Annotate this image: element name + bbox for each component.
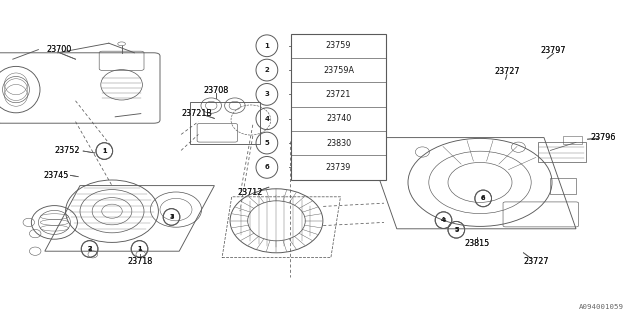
Text: 1: 1 — [102, 148, 106, 154]
Text: 2: 2 — [87, 246, 92, 252]
Text: 1: 1 — [264, 43, 269, 49]
Text: 3: 3 — [169, 214, 174, 220]
Text: 5: 5 — [454, 227, 459, 233]
Text: 23797: 23797 — [541, 46, 566, 55]
Text: 23727: 23727 — [494, 68, 520, 76]
Text: 23708: 23708 — [204, 86, 229, 95]
Text: 23745: 23745 — [44, 171, 69, 180]
Text: 23712: 23712 — [237, 188, 262, 197]
Text: 23797: 23797 — [541, 46, 566, 55]
Text: 23700: 23700 — [46, 45, 72, 54]
Text: 3: 3 — [264, 92, 269, 97]
Text: 23759: 23759 — [326, 41, 351, 50]
Text: 23721B: 23721B — [182, 109, 212, 118]
Text: 23815: 23815 — [464, 239, 490, 248]
Text: 23739: 23739 — [326, 163, 351, 172]
Text: 23727: 23727 — [494, 68, 520, 76]
Text: 23727: 23727 — [524, 257, 549, 266]
Text: 2: 2 — [87, 246, 92, 252]
FancyBboxPatch shape — [291, 34, 386, 180]
Text: 23745: 23745 — [44, 171, 69, 180]
Text: 1: 1 — [138, 246, 141, 252]
Text: 23721B: 23721B — [182, 109, 212, 118]
Text: 4: 4 — [264, 116, 269, 122]
Text: 5: 5 — [454, 227, 458, 232]
Text: 23740: 23740 — [326, 114, 351, 123]
Text: 23830: 23830 — [326, 139, 351, 148]
Text: 23759A: 23759A — [323, 66, 354, 75]
Text: 5: 5 — [264, 140, 269, 146]
Text: 4: 4 — [441, 217, 446, 223]
Text: 23796: 23796 — [591, 133, 616, 142]
Text: 23708: 23708 — [204, 86, 229, 95]
Text: 4: 4 — [441, 218, 446, 223]
Text: 23752: 23752 — [54, 146, 80, 155]
Text: 23718: 23718 — [127, 257, 152, 266]
Text: 3: 3 — [169, 214, 174, 220]
Circle shape — [118, 42, 125, 46]
Text: 2: 2 — [264, 67, 269, 73]
Text: 6: 6 — [481, 196, 486, 201]
Text: 6: 6 — [481, 196, 485, 201]
Text: 1: 1 — [102, 148, 107, 154]
Text: 23752: 23752 — [54, 146, 80, 155]
Text: 23718: 23718 — [127, 257, 152, 266]
Text: 23721: 23721 — [326, 90, 351, 99]
Text: A094001059: A094001059 — [579, 304, 624, 310]
Text: 6: 6 — [264, 164, 269, 170]
Text: 23712: 23712 — [237, 188, 262, 197]
Text: 1: 1 — [137, 246, 142, 252]
Text: 23796: 23796 — [591, 133, 616, 142]
Text: 23727: 23727 — [524, 257, 549, 266]
Text: 23700: 23700 — [46, 45, 72, 54]
Text: 23815: 23815 — [464, 239, 490, 248]
